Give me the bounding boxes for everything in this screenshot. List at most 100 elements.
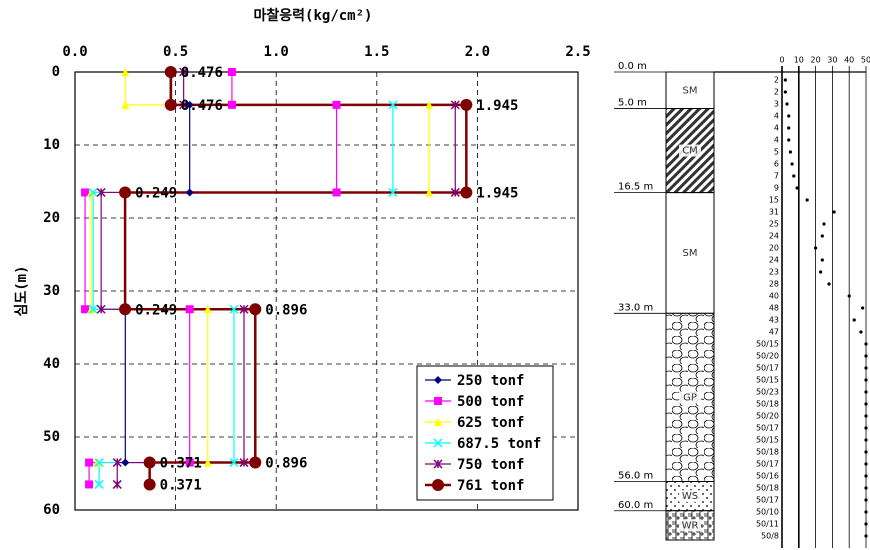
marker: [186, 305, 194, 313]
spt-point: [787, 138, 790, 141]
spt-label: 50/8: [761, 532, 779, 541]
x-tick-label: 0.0: [62, 44, 87, 60]
marker: [228, 68, 236, 76]
y-tick-label: 10: [43, 137, 60, 153]
marker: [165, 66, 177, 78]
spt-label: 50/15: [756, 376, 779, 385]
spt-label: 50/20: [756, 412, 779, 421]
spt-point: [832, 210, 835, 213]
data-label: 0.249: [135, 302, 177, 318]
spt-label: 50/17: [756, 364, 779, 373]
marker: [333, 188, 341, 196]
spt-point: [864, 462, 867, 465]
marker: [113, 480, 121, 488]
soil-name: WS: [682, 491, 698, 502]
spt-label: 2: [774, 76, 779, 85]
series-line: [91, 72, 429, 463]
depth-label: 60.0 m: [618, 500, 653, 511]
spt-label: 25: [769, 220, 779, 229]
spt-point: [814, 246, 817, 249]
spt-point: [822, 222, 825, 225]
friction-chart: 마찰응력(kg/cm²) 심도(m) 0.00.51.01.52.02.5010…: [14, 8, 591, 518]
data-label: 0.249: [135, 185, 177, 201]
data-label: 0.371: [160, 477, 202, 493]
spt-label: 50/17: [756, 460, 779, 469]
marker: [460, 186, 472, 198]
chart-title: 마찰응력(kg/cm²): [254, 8, 373, 24]
page: 마찰응력(kg/cm²) 심도(m) 0.00.51.01.52.02.5010…: [0, 0, 870, 550]
soil-name: SM: [683, 248, 698, 259]
y-tick-label: 30: [43, 283, 60, 299]
x-tick-label: 20: [811, 56, 821, 65]
spt-point: [864, 426, 867, 429]
series-line: [101, 72, 455, 484]
spt-point: [785, 102, 788, 105]
spt-point: [864, 510, 867, 513]
spt-label: 50/18: [756, 484, 779, 493]
marker: [85, 480, 93, 488]
spt-label: 50/10: [756, 508, 779, 517]
spt-point: [784, 78, 787, 81]
spt-label: 2: [774, 88, 779, 97]
legend-label: 761 tonf: [457, 478, 524, 494]
spt-point: [864, 402, 867, 405]
spt-point: [864, 354, 867, 357]
spt-point: [864, 498, 867, 501]
data-label: 0.476: [181, 65, 223, 81]
spt-label: 50/17: [756, 424, 779, 433]
marker: [144, 478, 156, 490]
legend-label: 625 tonf: [457, 415, 524, 431]
series-line: [85, 72, 337, 484]
y-tick-label: 40: [43, 356, 60, 372]
marker: [119, 186, 131, 198]
data-label: 0.476: [181, 98, 223, 114]
spt-label: 4: [774, 124, 779, 133]
spt-label: 23: [769, 268, 779, 277]
marker: [249, 457, 261, 469]
depth-label: 56.0 m: [618, 471, 653, 482]
spt-label: 6: [774, 160, 779, 169]
spt-label: 24: [769, 232, 779, 241]
marker: [432, 479, 444, 491]
marker: [165, 99, 177, 111]
spt-label: 5: [774, 148, 779, 157]
soil-log: SMCMSMGPWSWR0.0 m5.0 m16.5 m33.0 m56.0 m…: [614, 61, 714, 540]
spt-label: 43: [769, 316, 779, 325]
spt-point: [819, 270, 822, 273]
spt-point: [827, 282, 830, 285]
series-line: [93, 105, 393, 485]
spt-label: 15: [769, 196, 779, 205]
spt-label: 50/16: [756, 472, 779, 481]
spt-label: 4: [774, 136, 779, 145]
marker: [119, 303, 131, 315]
spt-point: [821, 258, 824, 261]
spt-point: [853, 318, 856, 321]
legend-label: 250 tonf: [457, 373, 524, 389]
spt-label: 50/18: [756, 400, 779, 409]
depth-label: 33.0 m: [618, 302, 653, 313]
spt-point: [796, 186, 799, 189]
x-tick-label: 0.5: [163, 44, 188, 60]
spt-label: 9: [774, 184, 779, 193]
x-tick-label: 1.5: [364, 44, 389, 60]
spt-label: 4: [774, 112, 779, 121]
marker: [186, 188, 194, 196]
depth-label: 5.0 m: [618, 98, 647, 109]
marker: [333, 101, 341, 109]
soil-name: WR: [682, 520, 699, 531]
spt-point: [864, 486, 867, 489]
spt-point: [790, 162, 793, 165]
spt-point: [821, 234, 824, 237]
y-tick-label: 20: [43, 210, 60, 226]
series-line: [125, 72, 189, 463]
marker: [249, 303, 261, 315]
y-tick-label: 50: [43, 429, 60, 445]
marker: [228, 101, 236, 109]
marker: [434, 397, 442, 405]
spt-point: [861, 306, 864, 309]
y-axis-title: 심도(m): [14, 265, 30, 316]
spt-label: 7: [774, 172, 779, 181]
spt-point: [806, 198, 809, 201]
legend-label: 500 tonf: [457, 394, 524, 410]
